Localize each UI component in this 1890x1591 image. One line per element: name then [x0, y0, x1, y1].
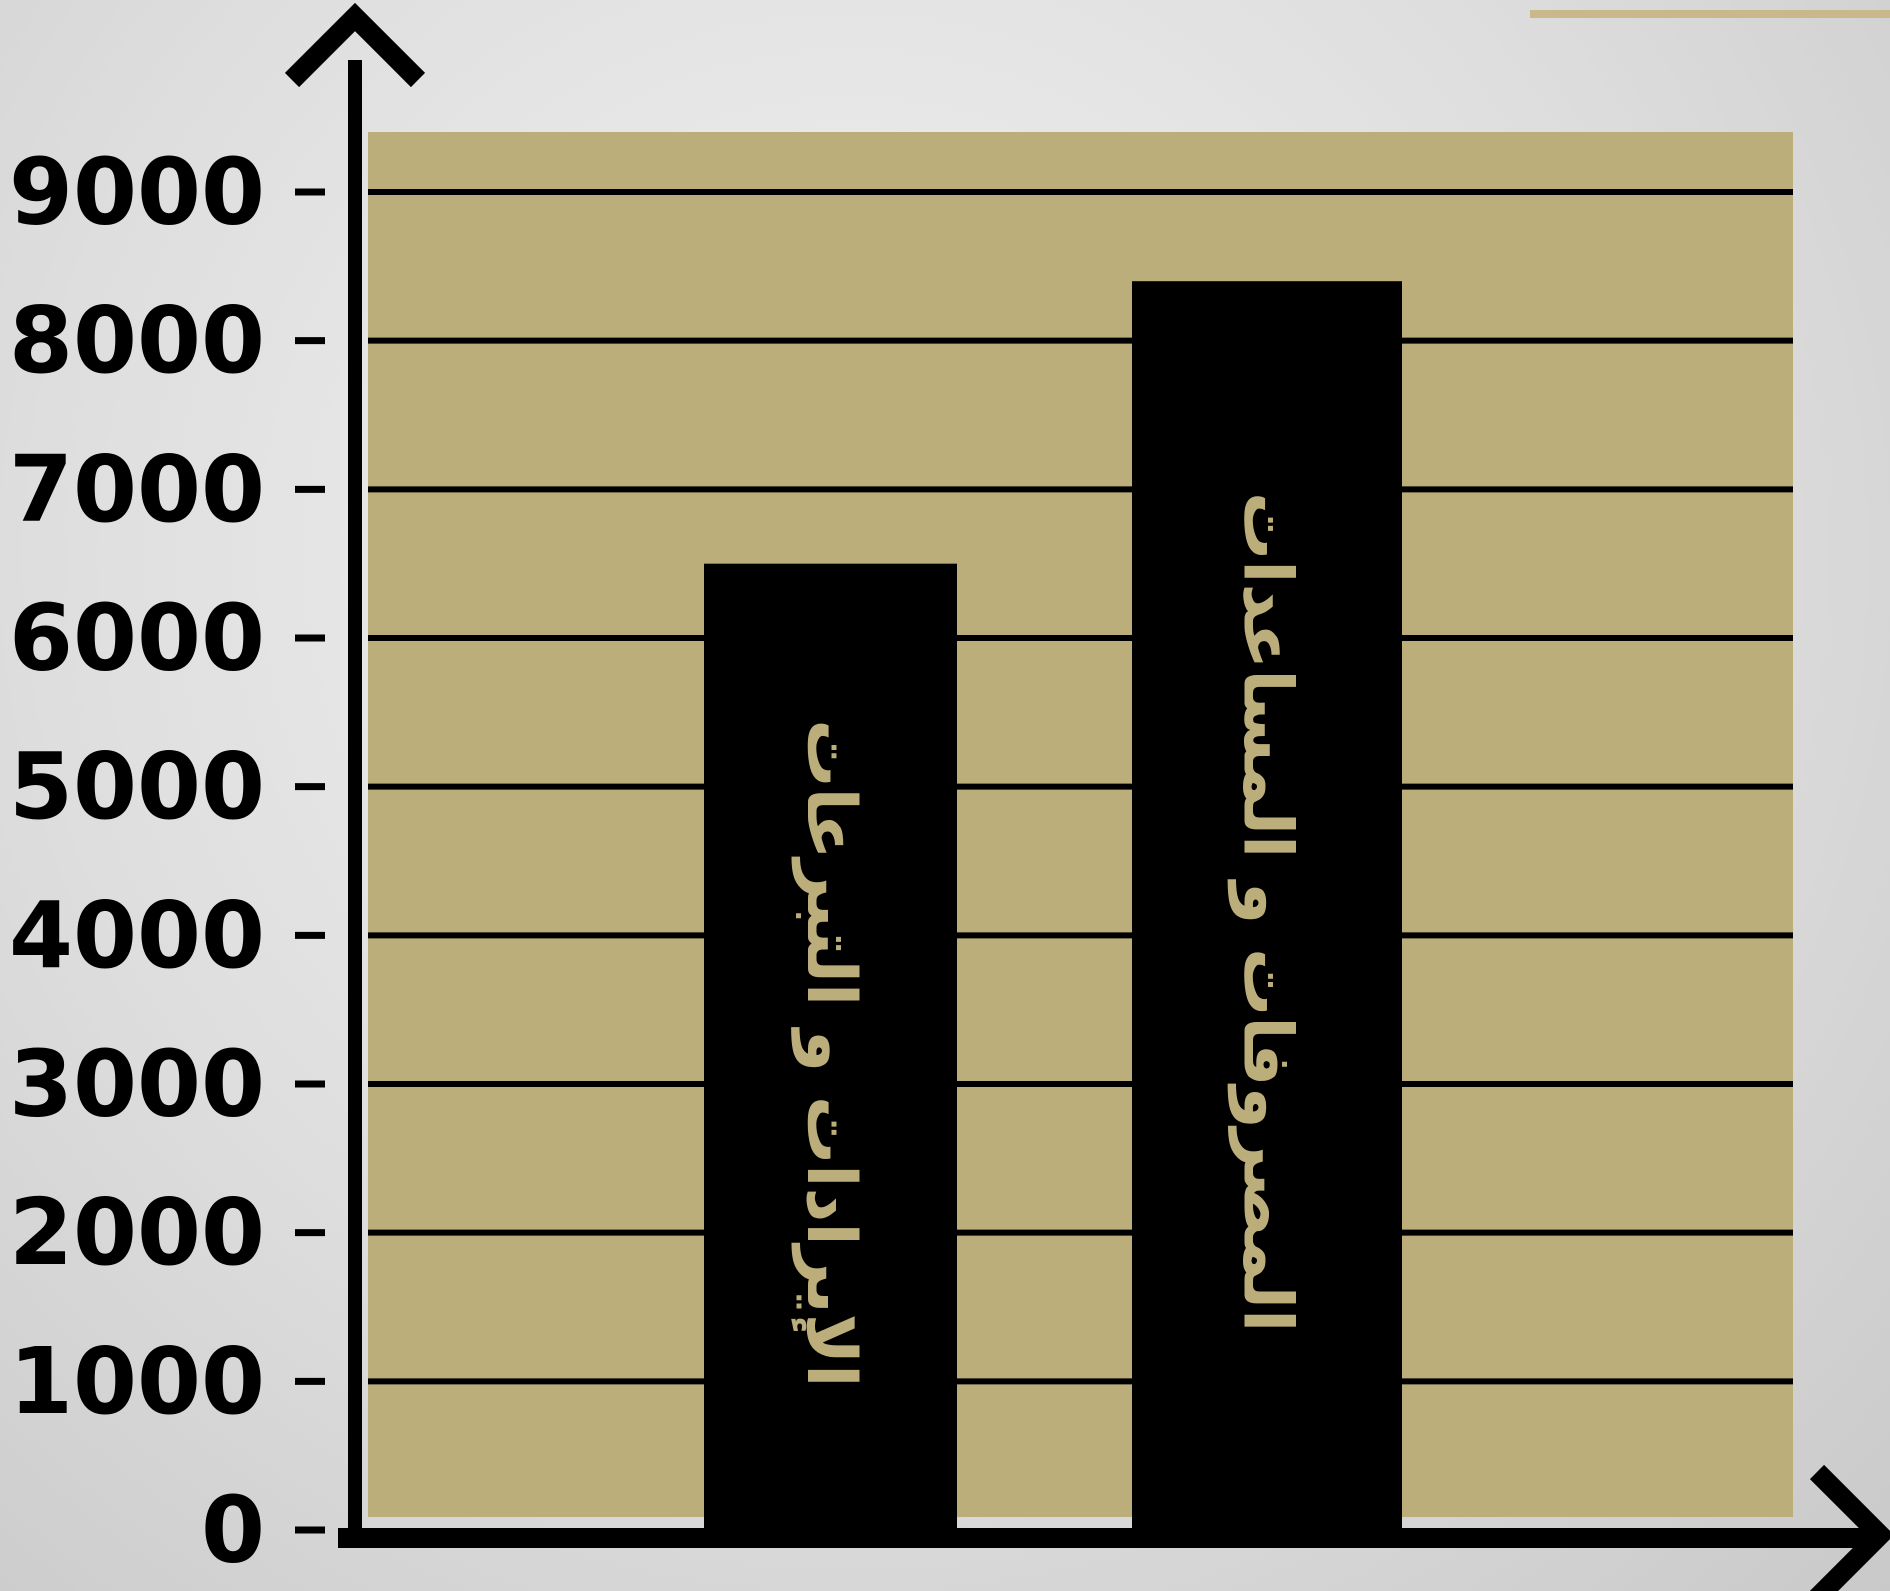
bars: الإيرادات و التبرعات المصروفات و المساعدا… [704, 281, 1402, 1544]
bar-category-label: الإيرادات و التبرعات [791, 719, 870, 1387]
y-axis-arrow-icon [284, 2, 426, 88]
bar [704, 563, 957, 1543]
y-axis-ticks: 0 1000 2000 3000 4000 5000 6000 7000 8000 9000 [9, 139, 325, 1584]
plot-area [368, 132, 1793, 1517]
y-tick-label: 1000 [9, 1328, 265, 1435]
y-tick-label: 7000 [9, 436, 265, 543]
y-tick-label: 9000 [9, 139, 265, 246]
x-axis-arrow-icon [1809, 1464, 1890, 1591]
y-tick-label: 8000 [9, 287, 265, 394]
y-tick-label: 6000 [9, 585, 265, 692]
y-tick-label: 5000 [9, 733, 265, 840]
y-tick-label: 0 [201, 1477, 265, 1584]
y-tick-label: 4000 [9, 882, 265, 989]
axes [284, 2, 1890, 1591]
y-tick-label: 2000 [9, 1179, 265, 1286]
gridlines [368, 189, 1793, 1385]
y-tick-label: 3000 [9, 1031, 265, 1138]
bar [1132, 281, 1402, 1544]
bar-category-label: المصروفات و المساعدات [1228, 492, 1307, 1333]
